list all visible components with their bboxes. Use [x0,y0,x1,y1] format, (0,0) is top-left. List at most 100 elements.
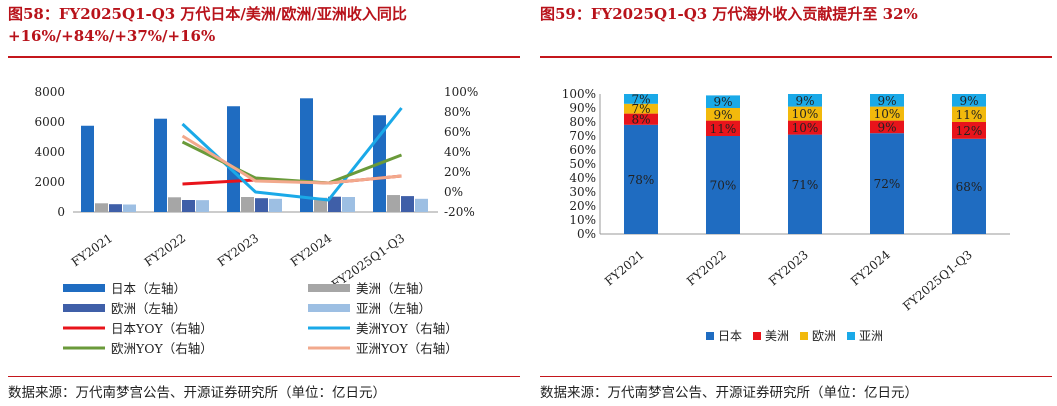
x-axis-tick-label: FY2024 [848,247,893,288]
bar-3-1 [196,200,209,212]
right-axis-tick-label: 20% [444,165,471,179]
legend-swatch [847,332,855,340]
data-label: 9% [959,94,978,108]
legend-label: 欧洲（左轴） [111,301,186,316]
fig58-source: 数据来源：万代南梦宫公告、开源证券研究所（单位：亿日元） [8,385,386,401]
data-label: 10% [874,107,901,121]
data-label: 71% [792,178,819,192]
data-label: 12% [956,124,983,138]
data-label: 8% [631,113,650,127]
bar-1-0 [95,203,108,212]
bar-2-1 [182,200,195,212]
bar-1-1 [168,197,181,212]
legend-label: 美洲YOY（右轴） [356,321,458,336]
bar-1-3 [314,197,327,212]
bar-2-3 [328,196,341,212]
data-label: 10% [792,107,819,121]
data-label: 9% [795,94,814,108]
fig59-title: 图59：FY2025Q1-Q3 万代海外收入贡献提升至 32% [540,5,918,23]
stack-3-2 [788,94,822,107]
stack-0-2 [788,134,822,234]
bar-1-2 [241,197,254,212]
fig59-source: 数据来源：万代南梦宫公告、开源证券研究所（单位：亿日元） [540,385,918,401]
data-label: 9% [877,120,896,134]
x-axis-tick-label: FY2021 [602,248,647,289]
data-label: 72% [874,177,901,191]
legend-label: 美洲 [765,329,789,343]
right-axis-tick-label: 100% [444,85,478,99]
bar-0-1 [154,118,167,212]
y-axis-tick-label: 60% [569,143,596,157]
stack-1-1 [706,120,740,136]
stack-3-4 [952,94,986,107]
x-axis-tick-label: FY2021 [69,231,115,269]
stack-3-1 [706,95,740,108]
data-label: 7% [631,102,650,116]
data-label: 7% [631,92,650,106]
data-label: 11% [710,122,737,136]
stack-0-4 [952,138,986,234]
legend-swatch [800,332,808,340]
bar-2-4 [401,196,414,212]
legend-label: 亚洲YOY（右轴） [356,341,458,356]
y-axis-tick-label: 90% [569,101,596,115]
y-axis-tick-label: 0% [577,227,596,241]
fig58-title-line1: 图58：FY2025Q1-Q3 万代日本/美洲/欧洲/亚洲收入同比 [8,5,407,23]
stack-2-3 [870,106,904,121]
data-label: 9% [713,95,732,109]
legend-swatch [308,304,350,312]
right-axis-tick-label: 60% [444,125,471,139]
legend-label: 亚洲 [859,329,883,343]
bar-3-3 [342,197,355,212]
legend-label: 亚洲（左轴） [356,301,431,316]
y-axis-tick-label: 40% [569,171,596,185]
data-label: 10% [792,121,819,135]
y-axis-tick-label: 50% [569,157,596,171]
data-label: 70% [710,179,737,193]
legend-label: 日本YOY（右轴） [111,321,213,336]
legend-swatch [63,284,105,292]
bar-0-0 [81,125,94,212]
right-axis-tick-label: 40% [444,145,471,159]
bar-2-2 [255,198,268,212]
legend-swatch [706,332,714,340]
y-axis-tick-label: 100% [562,87,596,101]
bar-1-4 [387,195,400,212]
left-axis-tick-label: 0 [57,205,65,219]
x-axis-tick-label: FY2022 [142,231,188,269]
data-label: 78% [628,173,655,187]
stack-1-4 [952,122,986,139]
stack-2-4 [952,106,986,122]
left-axis-tick-label: 6000 [34,115,65,129]
legend-swatch [308,284,350,292]
left-axis-tick-label: 2000 [34,175,65,189]
x-axis-tick-label: FY2022 [684,248,729,289]
x-axis-tick-label: FY2024 [288,231,335,270]
fig58-title-line2: +16%/+84%/+37%/+16% [8,27,216,45]
x-axis-tick-label: FY2023 [215,231,261,269]
fig58-source-rule [8,376,520,377]
legend-label: 美洲（左轴） [356,281,431,296]
legend-swatch [753,332,761,340]
y-axis-tick-label: 80% [569,115,596,129]
right-axis-tick-label: 80% [444,105,471,119]
bar-0-3 [300,98,313,212]
stack-2-1 [706,108,740,121]
y-axis-tick-label: 10% [569,213,596,227]
stack-2-0 [624,103,658,114]
data-label: 9% [877,94,896,108]
yoy-line-1 [181,107,403,202]
stack-0-1 [706,136,740,234]
fig58-title-rule [8,56,520,58]
y-axis-tick-label: 30% [569,185,596,199]
fig59-chart: 0%10%20%30%40%50%60%70%80%90%100%78%8%7%… [562,87,1010,343]
stack-3-0 [624,94,658,104]
yoy-line-3 [181,134,402,185]
stack-1-2 [788,120,822,135]
data-label: 68% [956,180,983,194]
x-axis-tick-label: FY2025Q1-Q3 [900,248,975,314]
stack-2-2 [788,106,822,121]
stack-1-0 [624,113,658,125]
legend-label: 欧洲YOY（右轴） [111,341,213,356]
stack-1-3 [870,120,904,134]
